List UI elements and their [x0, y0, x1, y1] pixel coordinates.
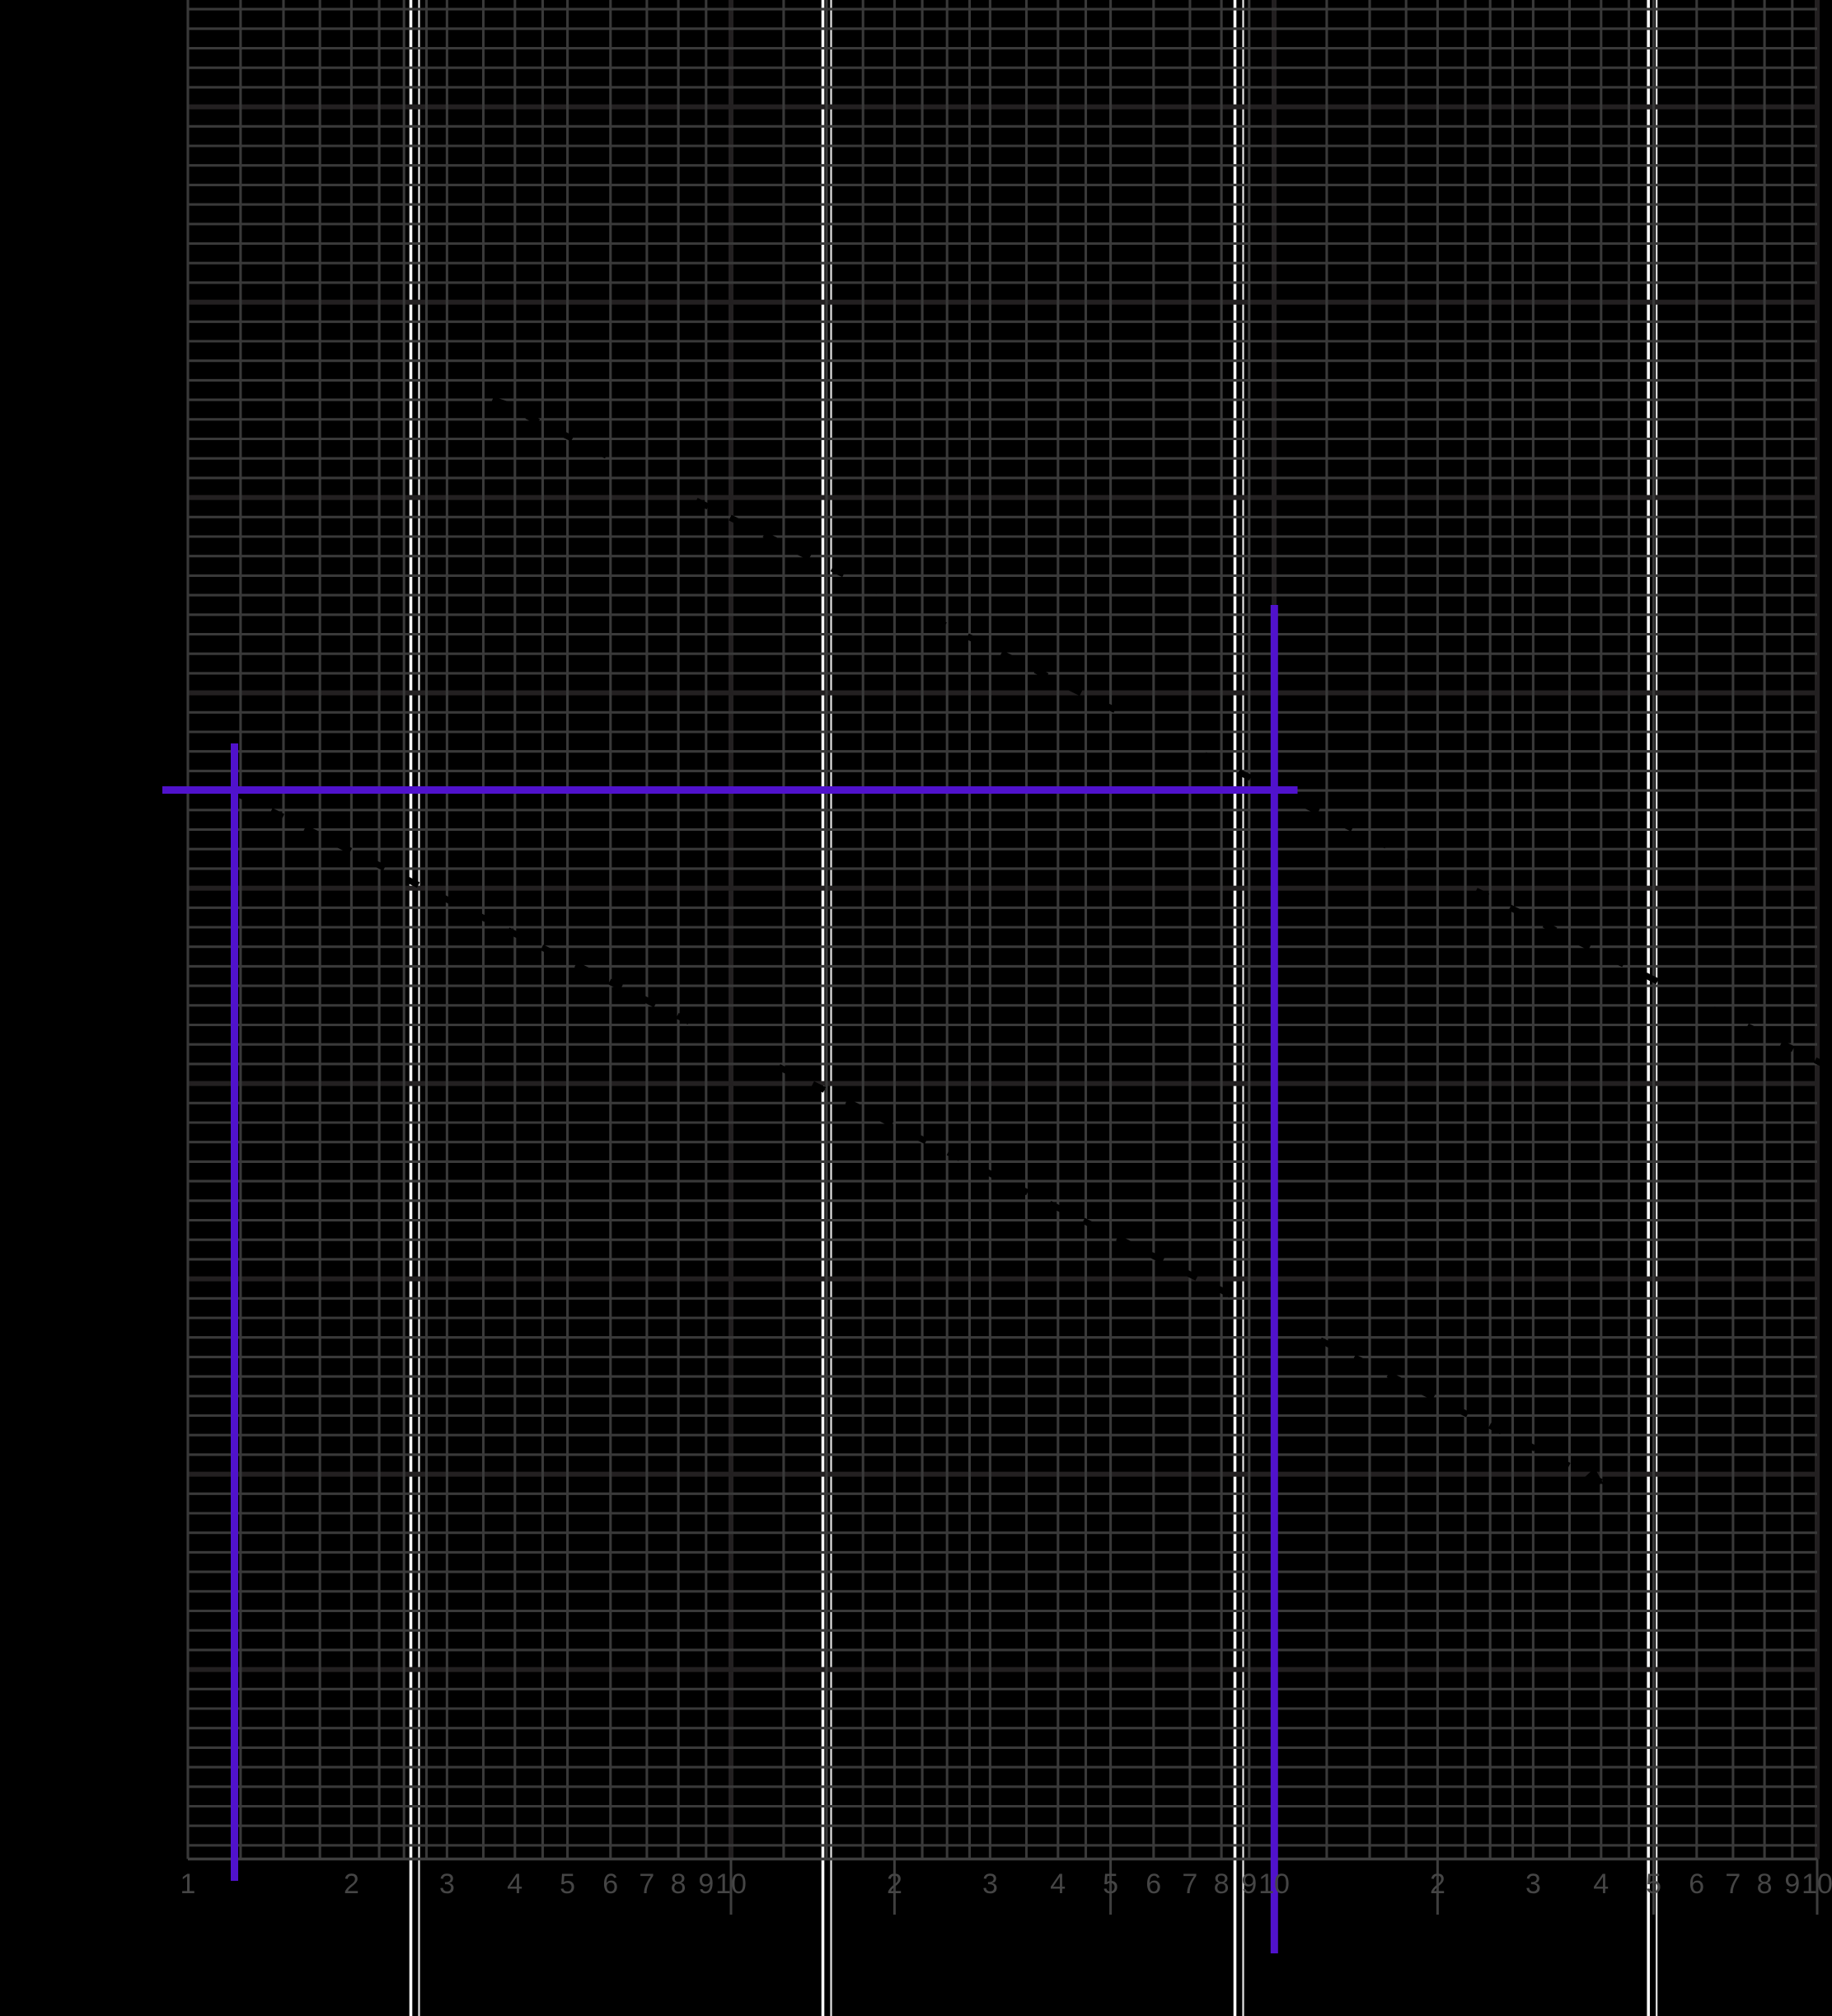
- svg-text:10: 10: [715, 1868, 747, 1900]
- svg-text:2: 2: [887, 1868, 902, 1900]
- svg-text:4: 4: [507, 1868, 522, 1900]
- svg-text:5: 5: [1103, 1868, 1118, 1900]
- svg-text:8: 8: [1214, 1868, 1230, 1900]
- svg-text:10: 10: [1802, 1868, 1832, 1900]
- svg-text:6: 6: [602, 1868, 618, 1900]
- svg-text:9: 9: [1784, 1868, 1800, 1900]
- svg-text:7: 7: [639, 1868, 654, 1900]
- svg-text:3: 3: [439, 1868, 455, 1900]
- svg-text:1: 1: [180, 1868, 196, 1900]
- svg-text:2: 2: [344, 1868, 359, 1900]
- svg-text:8: 8: [671, 1868, 686, 1900]
- svg-text:6: 6: [1689, 1868, 1704, 1900]
- svg-text:7: 7: [1725, 1868, 1741, 1900]
- svg-text:5: 5: [1646, 1868, 1661, 1900]
- svg-text:9: 9: [1241, 1868, 1257, 1900]
- svg-text:2: 2: [1430, 1868, 1445, 1900]
- svg-text:9: 9: [698, 1868, 714, 1900]
- svg-text:3: 3: [982, 1868, 998, 1900]
- svg-text:3: 3: [1525, 1868, 1541, 1900]
- svg-text:4: 4: [1050, 1868, 1066, 1900]
- svg-text:5: 5: [560, 1868, 575, 1900]
- svg-text:6: 6: [1146, 1868, 1161, 1900]
- svg-text:4: 4: [1593, 1868, 1609, 1900]
- svg-text:10: 10: [1258, 1868, 1290, 1900]
- svg-text:7: 7: [1182, 1868, 1197, 1900]
- svg-text:8: 8: [1757, 1868, 1773, 1900]
